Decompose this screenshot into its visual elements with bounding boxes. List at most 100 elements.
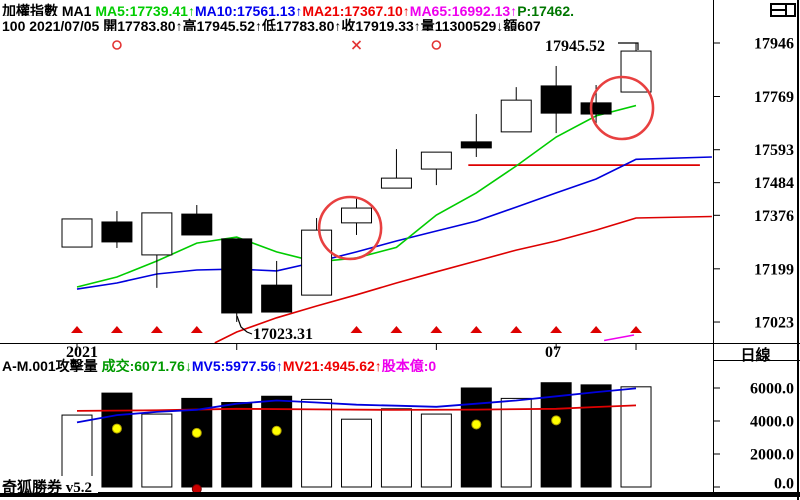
candle-body — [101, 221, 133, 243]
volume-bar — [341, 418, 373, 488]
info-segment: MA10:17561.13↑ — [194, 3, 303, 16]
window-split-icon[interactable] — [770, 3, 796, 17]
price-axis-label: 17376 — [754, 208, 794, 225]
candle-body — [460, 141, 492, 149]
axis-divider-line — [713, 0, 714, 497]
ma21-line — [214, 215, 712, 344]
candle-body — [540, 85, 572, 114]
volume-bar — [380, 408, 412, 488]
period-box-bottom-line — [713, 360, 800, 361]
attack-triangle-icon — [630, 326, 643, 333]
volume-bar — [141, 413, 173, 488]
volume-bar — [420, 413, 452, 488]
candle-body — [261, 284, 293, 313]
price-annotation: 17023.31 — [253, 326, 313, 343]
candle-body — [580, 102, 612, 115]
attack-triangle-icon — [590, 326, 603, 333]
marker-circle-icon — [112, 40, 122, 50]
info-segment: MA1 — [61, 3, 96, 16]
volume-yellow-dot — [191, 427, 202, 438]
marker-circle-icon — [431, 40, 442, 50]
highlight-circle — [589, 75, 655, 141]
volume-bar — [221, 402, 253, 488]
volume-bar — [580, 384, 612, 488]
volume-bar — [61, 414, 93, 488]
marker-cross-icon — [351, 40, 362, 50]
volume-bar — [500, 397, 532, 488]
volume-yellow-dot — [471, 419, 482, 430]
price-axis-label: 17593 — [754, 142, 794, 159]
volume-yellow-dot — [271, 425, 282, 436]
info-segment: MV21:4945.62↑ — [282, 358, 382, 372]
x-axis-year-label: 2021 — [66, 344, 98, 361]
candle-body — [500, 99, 532, 133]
info-segment: P:17462. — [517, 3, 575, 16]
price-axis-label: 17769 — [754, 89, 794, 106]
window-split-icon-divider — [784, 5, 787, 15]
attack-triangle-icon — [390, 326, 403, 333]
attack-triangle-icon — [510, 326, 523, 333]
info-segment: 股本億:0 — [381, 358, 437, 372]
candle-body — [341, 207, 373, 224]
annotation-leader — [618, 42, 639, 50]
volume-axis-label: 4000.0 — [750, 414, 794, 431]
attack-triangle-icon — [470, 326, 483, 333]
info-segment: 加權指數 — [2, 3, 62, 16]
ma65-line — [603, 334, 635, 342]
annotation-leader — [236, 315, 253, 335]
info-segment: 100 2021/07/05 開17783.80↑高17945.52↑低1778… — [2, 18, 541, 31]
info-segment: MA21:17367.10↑ — [302, 3, 410, 16]
attack-triangle-icon — [350, 326, 363, 333]
volume-axis-label: 6000.0 — [750, 381, 794, 398]
volume-yellow-dot — [111, 423, 122, 434]
main-chart-bottom-line — [0, 343, 800, 344]
attack-triangle-icon — [190, 326, 203, 333]
ma5-line — [76, 104, 637, 288]
info-segment: MA5:17739.41↑ — [95, 3, 195, 16]
candle-body — [420, 151, 452, 170]
attack-triangle-icon — [150, 326, 163, 333]
mv5-line — [76, 387, 637, 424]
volume-info-line: A-M.001攻擊量 成交:6071.76↓MV5:5977.56↑MV21:4… — [2, 356, 711, 372]
right-border — [797, 0, 799, 500]
candle-body — [221, 238, 253, 314]
candle-body — [380, 177, 412, 189]
price-annotation: 17945.52 — [545, 38, 605, 55]
volume-bar — [101, 392, 133, 488]
candle-body — [61, 218, 93, 248]
info-segment: A-M.001攻擊量 — [2, 358, 102, 372]
status-bar-brand: 奇狐勝券 v5.2 — [0, 476, 99, 496]
volume-bar — [261, 395, 293, 488]
attack-triangle-icon — [550, 326, 563, 333]
price-axis-label: 17199 — [754, 261, 794, 278]
volume-axis-label: 0.0 — [774, 476, 794, 493]
info-segment: MV5:5977.56↑ — [191, 358, 283, 372]
attack-triangle-icon — [430, 326, 443, 333]
period-label[interactable]: 日線 — [740, 347, 771, 364]
price-axis-label: 17023 — [754, 315, 794, 332]
attack-triangle-icon — [71, 326, 83, 333]
info-segment: 成交:6071.76↓ — [101, 358, 192, 372]
candle-body — [620, 50, 652, 93]
volume-bar — [620, 386, 652, 488]
volume-bar — [181, 397, 213, 488]
ohlc-info-line: 100 2021/07/05 開17783.80↑高17945.52↑低1778… — [2, 16, 711, 31]
candle-body — [181, 213, 213, 236]
x-axis-month-label: 07 — [545, 344, 561, 361]
volume-bar — [540, 382, 572, 488]
info-segment: MA65:16992.13↑ — [409, 3, 518, 16]
index-ma-info-line: 加權指數 MA1 MA5:17739.41↑MA10:17561.13↑MA21… — [2, 1, 711, 16]
candle-body — [141, 212, 173, 256]
price-axis-label: 17484 — [754, 175, 794, 192]
highlight-circle — [317, 195, 383, 261]
window-split-icon-bar — [772, 9, 785, 11]
bottom-thick-line — [0, 492, 800, 497]
volume-axis-label: 2000.0 — [750, 447, 794, 464]
volume-bar — [301, 398, 333, 488]
candle-body — [301, 229, 333, 296]
price-axis-label: 17946 — [754, 36, 794, 53]
attack-triangle-icon — [110, 326, 123, 333]
volume-yellow-dot — [551, 415, 562, 426]
